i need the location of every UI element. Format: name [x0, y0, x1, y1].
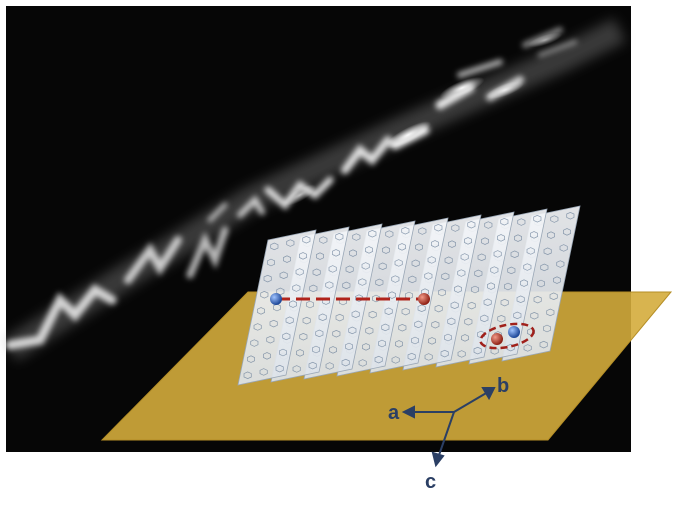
exciton-hole [491, 333, 503, 345]
exciton-electron [508, 326, 520, 338]
axis-b-arrow [453, 391, 489, 413]
layered-sheets [237, 205, 581, 386]
emission-spots [284, 32, 563, 206]
exciton-ring [479, 322, 535, 350]
axis-a-label: a [388, 402, 400, 424]
axis-b-head [481, 387, 496, 401]
bound-exciton [479, 322, 535, 350]
axis-a-head [401, 405, 415, 419]
crystal-axes [401, 387, 496, 468]
axis-c-label: c [425, 471, 436, 493]
carrier-separation [270, 293, 430, 305]
axis-b-label: b [497, 375, 509, 397]
axis-c-arrow [437, 411, 455, 459]
electron-left [270, 293, 282, 305]
sheet-layer [237, 229, 317, 386]
axis-c-head [431, 451, 445, 468]
hole-right [418, 293, 430, 305]
